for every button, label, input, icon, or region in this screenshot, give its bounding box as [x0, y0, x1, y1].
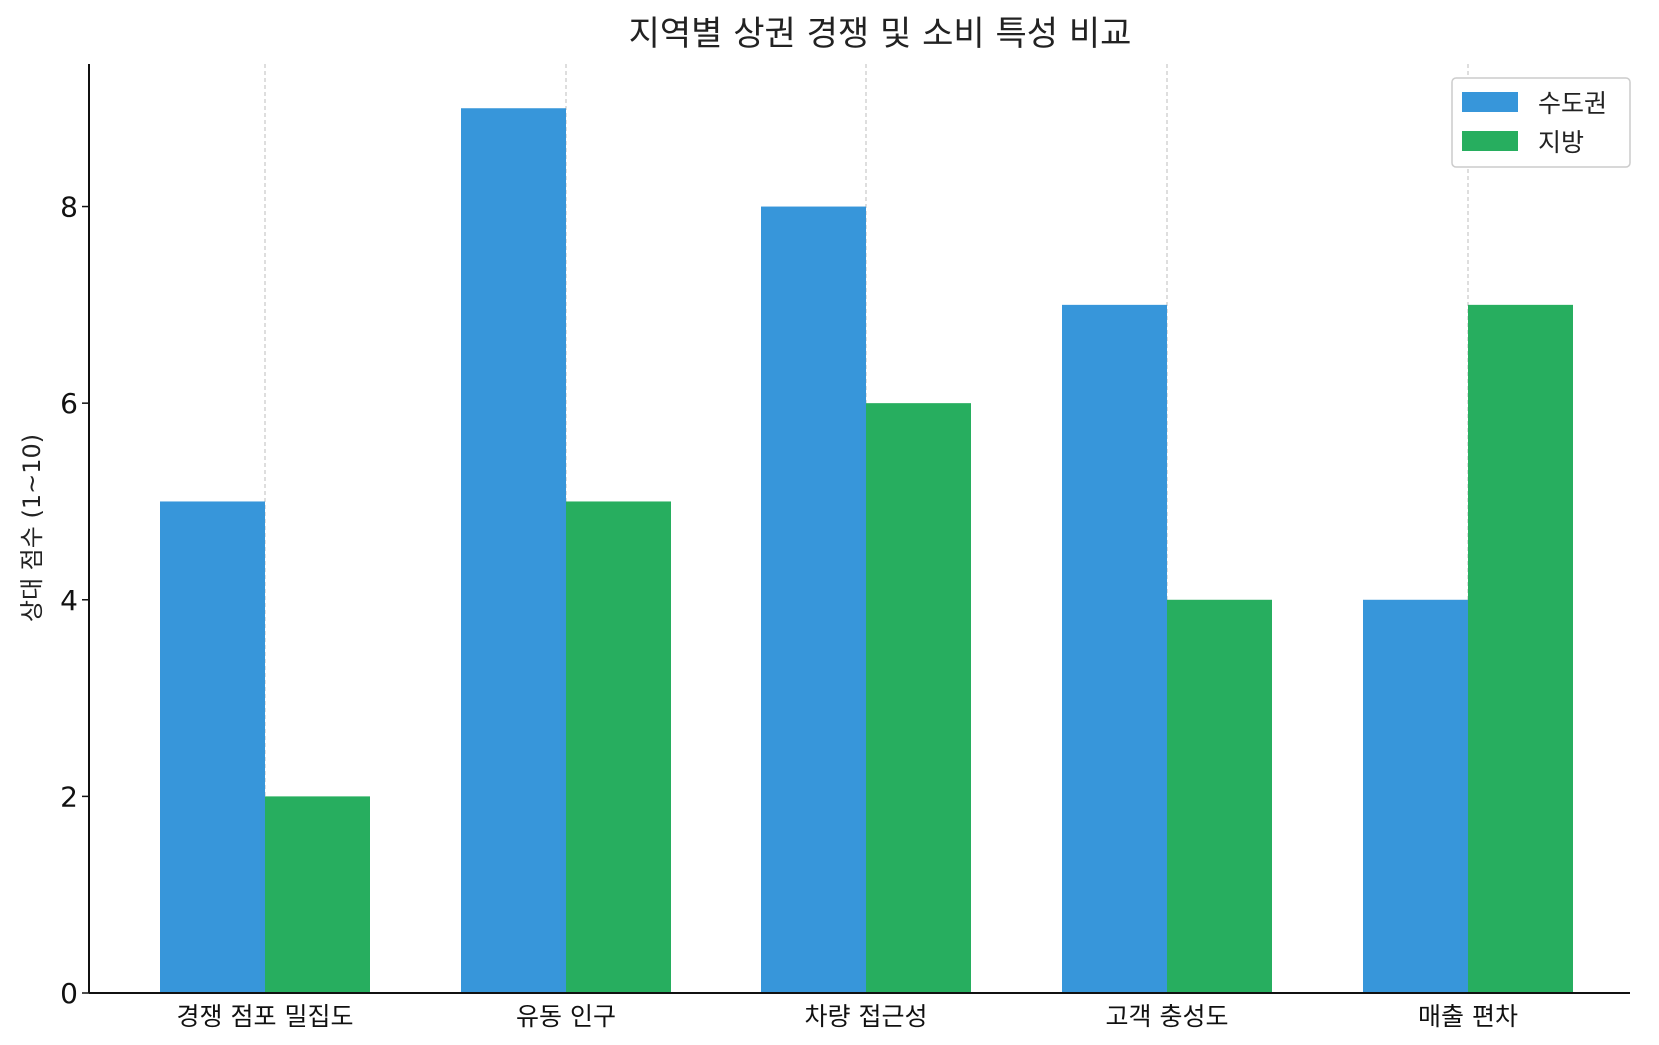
bars — [160, 108, 1573, 994]
y-axis-label: 상대 점수 (1~10) — [18, 434, 46, 622]
bar-capital-sales-variance — [1363, 599, 1468, 993]
bar-regional-competitor-density — [265, 796, 370, 993]
bar-regional-foot-traffic — [566, 501, 671, 993]
legend-label-regional: 지방 — [1538, 128, 1584, 157]
legend-swatch-capital — [1462, 92, 1518, 112]
bar-capital-competitor-density — [160, 501, 265, 993]
legend: 수도권 지방 — [1451, 77, 1631, 168]
x-tick-label-customer-loyalty: 고객 충성도 — [1106, 1002, 1229, 1031]
y-tick-label: 6 — [60, 387, 78, 420]
y-tick-label: 2 — [60, 780, 78, 813]
x-tick-label-sales-variance: 매출 편차 — [1418, 1002, 1518, 1031]
bar-regional-sales-variance — [1468, 304, 1573, 994]
x-tick-label-vehicle-access: 차량 접근성 — [805, 1002, 928, 1031]
bar-regional-vehicle-access — [866, 403, 971, 994]
y-axis-ticks: 0 2 4 6 8 — [60, 191, 89, 1010]
chart-title: 지역별 상권 경쟁 및 소비 특성 비교 — [629, 14, 1132, 54]
bar-regional-customer-loyalty — [1167, 599, 1272, 993]
y-tick-label: 0 — [60, 977, 78, 1010]
y-tick-label: 4 — [60, 584, 78, 617]
x-axis-ticks: 경쟁 점포 밀집도 유동 인구 차량 접근성 고객 충성도 매출 편차 — [177, 1002, 1518, 1031]
bar-capital-foot-traffic — [461, 108, 566, 993]
y-tick-label: 8 — [60, 191, 78, 224]
legend-label-capital: 수도권 — [1538, 89, 1607, 118]
x-tick-label-competitor-density: 경쟁 점포 밀집도 — [177, 1002, 354, 1031]
bar-capital-customer-loyalty — [1062, 304, 1167, 994]
legend-swatch-regional — [1462, 131, 1518, 151]
x-tick-label-foot-traffic: 유동 인구 — [516, 1002, 616, 1031]
bar-capital-vehicle-access — [761, 206, 866, 993]
